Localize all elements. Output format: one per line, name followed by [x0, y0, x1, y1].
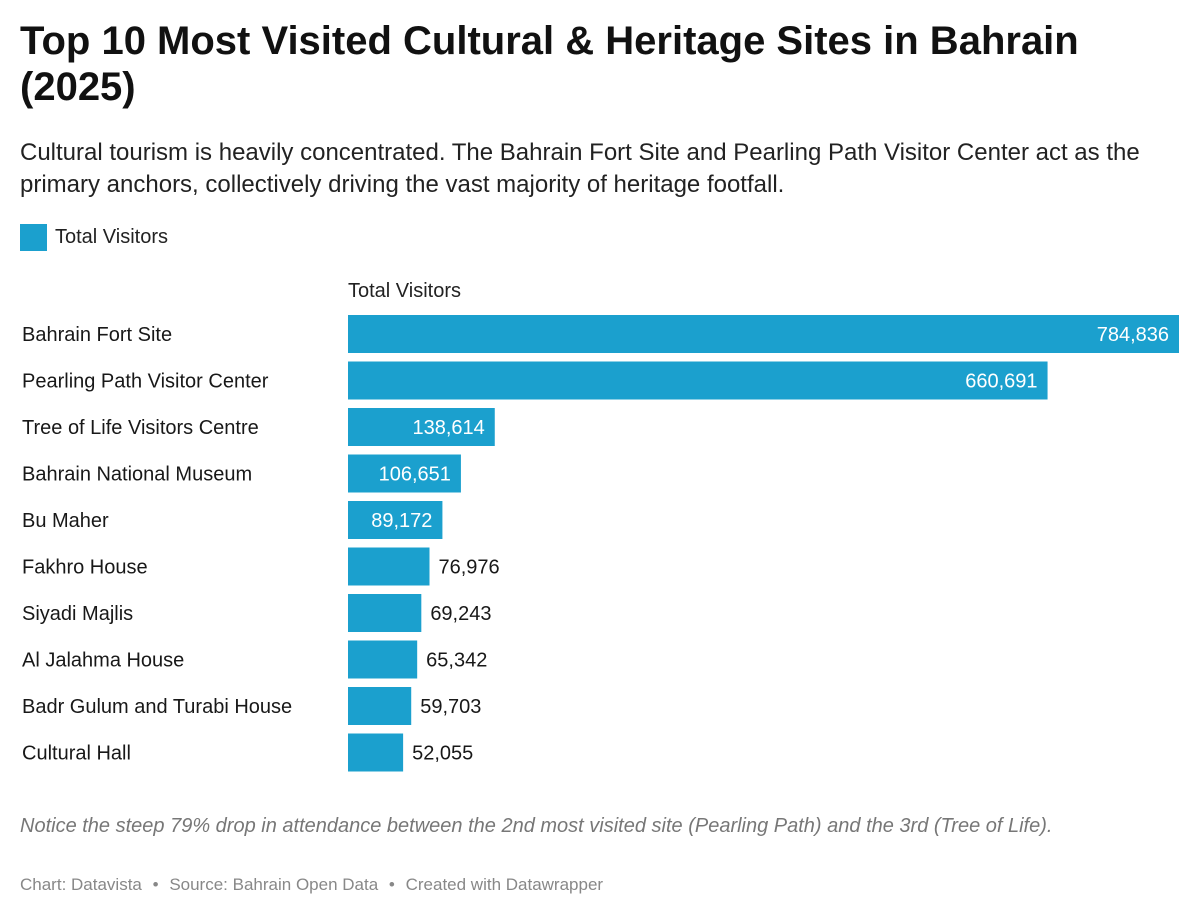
bar — [348, 361, 1048, 400]
chart-subtitle: Cultural tourism is heavily concentrated… — [20, 139, 1140, 198]
bar-chart: Bahrain Fort Site 784,836 Pearling Path Vi… — [22, 315, 1179, 772]
value-label: 660,691 — [965, 371, 1037, 393]
value-label: 106,651 — [379, 464, 451, 486]
category-label: Bu Maher — [22, 510, 109, 532]
bar — [348, 640, 418, 679]
bar — [348, 733, 404, 772]
category-label: Al Jalahma House — [22, 650, 184, 672]
legend-label: Total Visitors — [55, 226, 169, 248]
chart-note: Notice the steep 79% drop in attendance … — [20, 815, 1053, 837]
category-label: Tree of Life Visitors Centre — [22, 417, 259, 439]
footer-credit: Chart: Datavista — [20, 875, 142, 894]
category-label: Pearling Path Visitor Center — [22, 371, 269, 393]
value-label: 138,614 — [412, 417, 484, 439]
footer-separator: • — [152, 875, 159, 894]
category-label: Bahrain Fort Site — [22, 324, 172, 346]
value-label: 65,342 — [426, 650, 487, 672]
value-label: 89,172 — [371, 510, 432, 532]
column-header: Total Visitors — [348, 280, 462, 302]
bar — [348, 408, 495, 446]
value-label: 69,243 — [430, 603, 491, 625]
category-label: Badr Gulum and Turabi House — [22, 696, 292, 718]
category-label: Bahrain National Museum — [22, 464, 252, 486]
chart-title: Top 10 Most Visited Cultural & Heritage … — [20, 19, 1079, 109]
footer-source: Source: Bahrain Open Data — [169, 875, 379, 894]
footer-separator: • — [388, 875, 395, 894]
value-label: 59,703 — [420, 696, 481, 718]
bar — [348, 547, 430, 586]
category-label: Siyadi Majlis — [22, 603, 133, 625]
chart-footer: Chart: Datavista • Source: Bahrain Open … — [20, 875, 603, 895]
value-label: 784,836 — [1097, 324, 1169, 346]
bar — [348, 594, 422, 632]
value-label: 52,055 — [412, 743, 473, 765]
category-label: Cultural Hall — [22, 743, 131, 765]
legend-swatch — [20, 224, 47, 251]
legend: Total Visitors — [20, 224, 168, 251]
bar — [348, 315, 1179, 353]
category-label: Fakhro House — [22, 557, 148, 579]
value-label: 76,976 — [439, 557, 500, 579]
bar — [348, 501, 443, 539]
bar — [348, 454, 461, 493]
bar — [348, 687, 412, 725]
footer-tool: Created with Datawrapper — [405, 875, 604, 894]
